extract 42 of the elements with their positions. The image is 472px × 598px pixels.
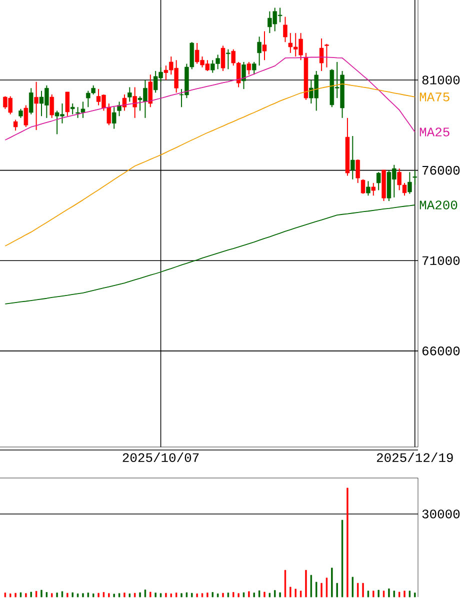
series-label: MA25 xyxy=(420,128,450,136)
candlestick xyxy=(128,86,132,102)
y-tick-label: 81000 xyxy=(422,76,460,84)
candlestick xyxy=(18,108,23,118)
candlestick xyxy=(132,86,137,118)
candlestick xyxy=(226,48,230,70)
candlestick xyxy=(356,158,360,184)
candlestick xyxy=(24,104,28,128)
x-tick-label: 2025/12/19 xyxy=(376,452,453,462)
candlestick xyxy=(412,170,418,186)
candlestick xyxy=(262,30,267,61)
candlestick xyxy=(371,182,376,196)
series-label: MA75 xyxy=(420,92,450,102)
x-tick-label: 2025/10/07 xyxy=(122,452,199,462)
candlestick xyxy=(283,16,288,43)
candlestick xyxy=(13,119,18,132)
candlestick xyxy=(242,61,246,90)
candlestick xyxy=(376,172,381,191)
candlestick xyxy=(122,94,127,112)
candlestick xyxy=(366,180,370,196)
candlestick xyxy=(50,94,54,118)
candlestick xyxy=(408,172,412,194)
y-tick-label: 71000 xyxy=(422,256,460,266)
candlestick xyxy=(70,102,75,115)
candlestick xyxy=(34,81,38,131)
candlestick xyxy=(220,45,226,72)
candlestick xyxy=(319,38,324,72)
y-tick-label: 66000 xyxy=(422,346,460,356)
candlestick xyxy=(112,106,116,130)
candlestick xyxy=(65,91,70,117)
candlestick xyxy=(117,101,122,117)
y-tick-label: 76000 xyxy=(422,166,460,175)
candlestick xyxy=(350,136,355,180)
candlestick xyxy=(257,36,262,66)
candlestick xyxy=(324,43,329,68)
candlestick xyxy=(148,74,153,108)
y-tick-label: 30000 xyxy=(422,510,460,518)
series-label: MA200 xyxy=(420,200,458,210)
candlestick xyxy=(360,178,366,194)
candlestick xyxy=(252,61,256,76)
candlestick xyxy=(246,61,252,76)
candlestick xyxy=(28,88,34,115)
